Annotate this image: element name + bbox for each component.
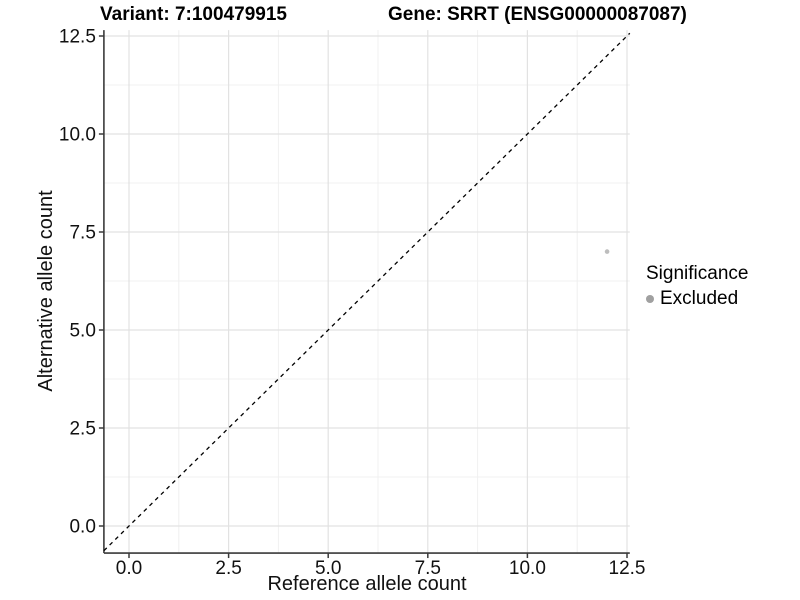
legend-title: Significance <box>646 263 749 284</box>
grid-minor <box>103 30 630 554</box>
data-points <box>604 249 610 254</box>
excluded-point-icon <box>646 295 654 303</box>
identity-line <box>103 32 631 552</box>
axis-ticks <box>98 35 628 559</box>
x-tick-labels: 0.0 2.5 5.0 7.5 10.0 12.5 <box>116 558 646 579</box>
x-tick-label: 7.5 <box>415 558 441 579</box>
y-tick-label: 5.0 <box>69 321 95 342</box>
x-tick-label: 10.0 <box>509 558 546 579</box>
legend-item-label: Excluded <box>660 288 739 309</box>
axis-lines <box>103 30 630 554</box>
plot-title-gene: Gene: SRRT (ENSG00000087087) <box>388 4 687 25</box>
identity-dashed-line <box>103 32 631 552</box>
plot-title-variant: Variant: 7:100479915 <box>100 4 287 25</box>
y-axis-title: Alternative allele count <box>35 190 57 392</box>
data-point <box>604 249 610 254</box>
legend: Significance Excluded <box>646 262 748 310</box>
x-tick-label: 0.0 <box>116 558 142 579</box>
x-tick-label: 2.5 <box>215 558 241 579</box>
y-tick-label: 10.0 <box>59 125 96 146</box>
legend-item-excluded: Excluded <box>646 288 748 310</box>
y-tick-label: 2.5 <box>69 419 95 440</box>
x-tick-label: 12.5 <box>609 558 646 579</box>
x-tick-label: 5.0 <box>315 558 341 579</box>
y-tick-labels: 0.0 2.5 5.0 7.5 10.0 12.5 <box>59 27 96 538</box>
x-axis-title: Reference allele count <box>267 573 466 595</box>
y-tick-label: 12.5 <box>59 27 96 48</box>
y-tick-label: 0.0 <box>69 517 95 538</box>
grid-major <box>103 30 630 554</box>
y-tick-label: 7.5 <box>69 223 95 244</box>
